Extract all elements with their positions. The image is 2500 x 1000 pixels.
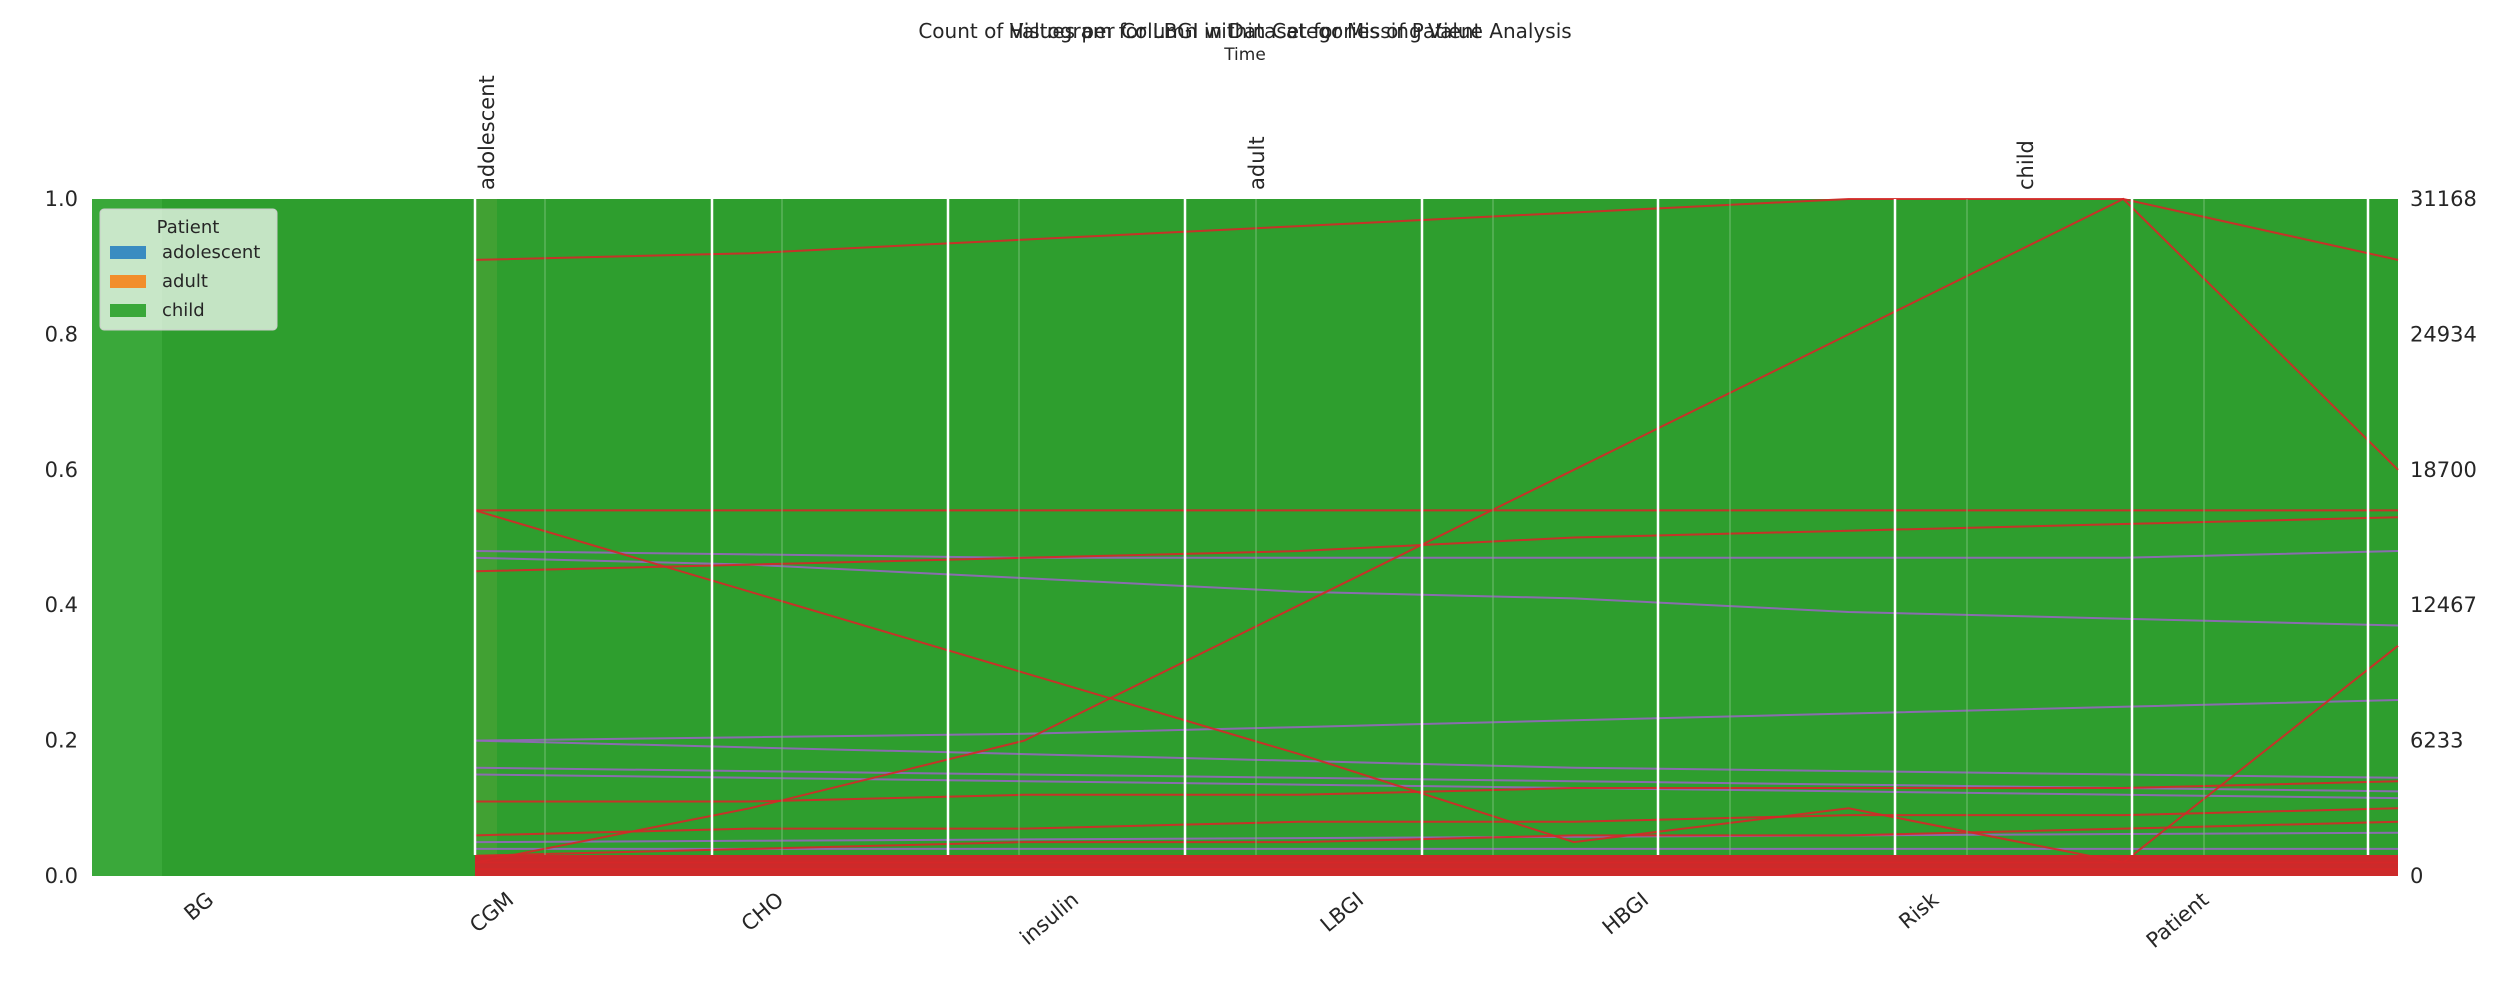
legend-label-child: child [162, 300, 205, 321]
purple-line-1 [474, 550, 2399, 559]
category-label-cgm: CGM [465, 887, 518, 937]
top-label-adult: adult [1245, 136, 1269, 190]
right-tick-label: 0 [2410, 864, 2423, 888]
purple-line-2 [474, 556, 2399, 627]
top-labels: adolescent adult child [475, 75, 2038, 190]
red-line-1 [474, 197, 2399, 864]
right-tick-label: 12467 [2410, 593, 2477, 617]
cgm-orange-band [475, 199, 497, 876]
purple-line-3 [474, 699, 2399, 742]
red-line-3 [474, 516, 2399, 573]
legend-label-adult: adult [162, 271, 208, 292]
legend-swatch-adult [110, 275, 146, 288]
axes [473, 199, 2370, 855]
red-line-2 [474, 509, 2399, 864]
dense-red-band [475, 855, 2398, 876]
category-label-bg: BG [180, 887, 219, 925]
left-axis-ticks: 0.0 0.2 0.4 0.6 0.8 1.0 [45, 187, 78, 888]
category-labels: BG CGM CHO insulin LBGI HBGI Risk Patient [180, 887, 2214, 953]
red-line-7 [474, 807, 2399, 837]
left-tick-label: 0.0 [45, 864, 78, 888]
category-label-risk: Risk [1894, 887, 1943, 934]
category-label-lbgi: LBGI [1316, 887, 1368, 936]
red-line-4 [474, 198, 2399, 261]
legend-title: Patient [157, 217, 220, 238]
legend-swatch-adolescent [110, 246, 146, 259]
red-line-8 [474, 820, 2399, 857]
top-label-child: child [2014, 140, 2038, 190]
chart-subtitle: Time [1223, 45, 1266, 65]
left-tick-label: 0.2 [45, 729, 78, 753]
category-label-insulin: insulin [1015, 887, 1083, 949]
left-tick-label: 0.6 [45, 458, 78, 482]
right-tick-label: 24934 [2410, 322, 2477, 346]
category-label-hbgi: HBGI [1598, 887, 1653, 939]
red-line-6 [475, 780, 2399, 803]
series-lines [474, 197, 2399, 871]
legend-label-adolescent: adolescent [162, 242, 260, 263]
legend-box [99, 208, 278, 331]
legend: Patient adolescent adult child [99, 208, 278, 331]
purple-line-7 [474, 831, 2399, 844]
left-tick-label: 1.0 [45, 187, 78, 211]
top-label-adolescent: adolescent [475, 75, 499, 190]
legend-swatch-child [110, 304, 146, 317]
legend-items: adolescent adult child [110, 242, 260, 321]
category-label-patient: Patient [2142, 887, 2213, 952]
purple-line-4 [474, 739, 2399, 779]
left-tick-label: 0.4 [45, 593, 78, 617]
purple-line-6 [474, 773, 2399, 800]
right-tick-label: 31168 [2410, 187, 2477, 211]
right-axis-ticks: 0 6233 12467 18700 24934 31168 [2410, 187, 2477, 888]
category-label-cho: CHO [737, 887, 788, 936]
chart-title-front: Histogram for LBGI within Categories of … [1009, 19, 1482, 43]
chart-title-back: Count of Values per Column in Dataset fo… [918, 19, 1571, 43]
right-tick-label: 18700 [2410, 458, 2477, 482]
left-tick-label: 0.8 [45, 322, 78, 346]
right-tick-label: 6233 [2410, 729, 2463, 753]
